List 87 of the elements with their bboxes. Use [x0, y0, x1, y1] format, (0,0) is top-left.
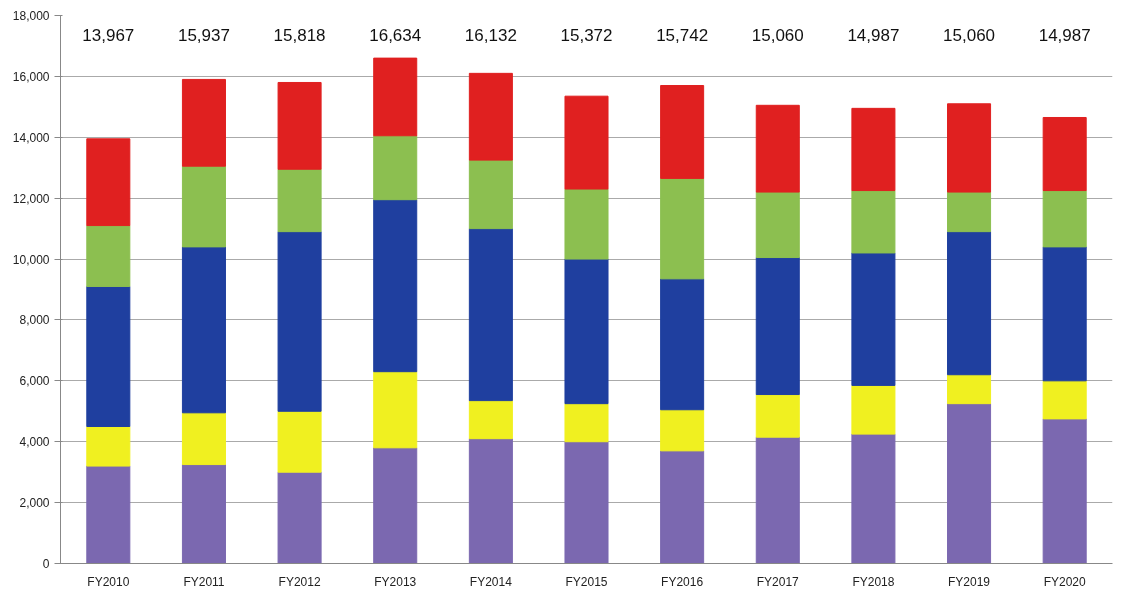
- x-tick-label: FY2020: [1043, 574, 1087, 589]
- bar: [277, 81, 322, 170]
- bar: [181, 165, 226, 248]
- bar: [564, 95, 609, 190]
- annotation: 16,132: [464, 25, 517, 45]
- y-tick-label: 12,000: [12, 191, 50, 206]
- bar: [468, 400, 513, 440]
- bar: [755, 394, 800, 438]
- bar: [947, 374, 992, 405]
- bar: [373, 447, 418, 564]
- bar: [564, 441, 609, 564]
- y-tick-label: 0: [42, 557, 50, 571]
- y-tick-label: 8,000: [19, 313, 50, 328]
- x-tick-label: FY2013: [374, 574, 417, 589]
- annotation: 15,818: [273, 25, 326, 45]
- bar: [181, 412, 226, 466]
- bar: [181, 78, 226, 167]
- bar: [947, 231, 992, 376]
- bar: [947, 103, 992, 193]
- bar: [277, 471, 322, 564]
- bar: [86, 225, 131, 287]
- y-tick-label: 2,000: [19, 496, 50, 511]
- bar: [851, 384, 896, 435]
- bar: [468, 159, 513, 230]
- annotation: 16,634: [369, 25, 422, 45]
- y-tick-label: 16,000: [12, 69, 50, 84]
- bar: [564, 403, 609, 443]
- bar: [755, 436, 800, 564]
- annotation: 15,937: [177, 25, 230, 45]
- bar: [373, 199, 418, 373]
- bar: [660, 177, 705, 280]
- bar: [755, 191, 800, 259]
- bar: [373, 57, 418, 137]
- bar: [660, 409, 705, 452]
- bar: [86, 465, 131, 564]
- x-tick-label: FY2011: [183, 574, 225, 589]
- bar: [851, 107, 896, 192]
- x-tick-label: FY2016: [661, 574, 704, 589]
- bar: [564, 188, 609, 260]
- bar: [1042, 190, 1087, 248]
- bar: [86, 285, 131, 427]
- bar: [277, 231, 322, 412]
- bar: [660, 278, 705, 411]
- x-tick-label: FY2012: [278, 574, 321, 589]
- bar: [755, 104, 800, 193]
- bar: [947, 403, 992, 564]
- bar: [564, 258, 609, 405]
- bar: [181, 464, 226, 564]
- bar: [947, 191, 992, 233]
- y-tick-label: 10,000: [12, 252, 50, 267]
- bar: [851, 190, 896, 254]
- bar: [373, 135, 418, 201]
- bar: [851, 433, 896, 564]
- bar: [1042, 116, 1087, 192]
- bar: [373, 371, 418, 449]
- bar: [660, 85, 705, 179]
- bar: [660, 450, 705, 564]
- x-tick-label: FY2014: [469, 574, 513, 589]
- bar: [277, 410, 322, 473]
- bar: [1042, 246, 1087, 382]
- bar: [86, 426, 131, 467]
- bar: [1042, 380, 1087, 420]
- bar: [86, 138, 131, 227]
- x-tick-label: FY2010: [87, 574, 130, 589]
- x-tick-label: FY2019: [948, 574, 991, 589]
- x-tick-label: FY2018: [852, 574, 895, 589]
- bar: [468, 228, 513, 402]
- y-tick-label: 4,000: [19, 435, 50, 450]
- annotation: 15,060: [943, 25, 996, 45]
- annotation: 14,987: [1038, 25, 1091, 45]
- y-tick-label: 14,000: [12, 130, 50, 145]
- bar: [277, 168, 322, 233]
- annotation: 13,967: [82, 25, 135, 45]
- bar: [851, 252, 896, 386]
- bar: [181, 246, 226, 414]
- bar: [1042, 418, 1087, 564]
- annotation: 14,987: [847, 25, 900, 45]
- y-tick-label: 6,000: [19, 374, 50, 389]
- y-tick-label: 18,000: [12, 9, 50, 23]
- bar: [468, 438, 513, 564]
- annotation: 15,372: [560, 25, 613, 45]
- x-tick-label: FY2015: [565, 574, 608, 589]
- annotation: 15,742: [656, 25, 709, 45]
- x-tick-label: FY2017: [756, 574, 800, 589]
- bar: [468, 72, 513, 161]
- bar: [755, 257, 800, 396]
- annotation: 15,060: [751, 25, 804, 45]
